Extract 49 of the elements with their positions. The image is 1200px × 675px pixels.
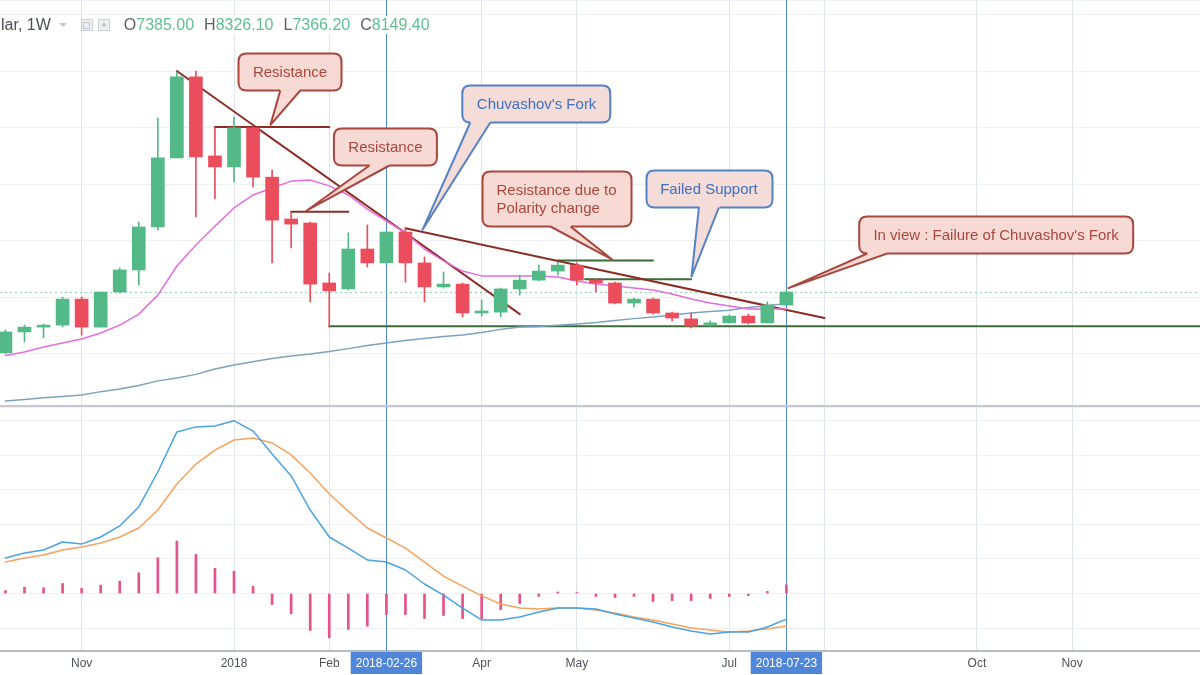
ref-line-label: 2018-02-26: [355, 655, 418, 670]
bar: [42, 587, 45, 594]
bar: [308, 593, 312, 631]
bar: [766, 591, 769, 594]
bar: [499, 593, 503, 610]
text: O7385.00: [123, 16, 195, 33]
bar: [785, 584, 788, 594]
bar: [99, 584, 103, 594]
bar: [137, 572, 141, 594]
x-tick-label: Feb: [318, 655, 340, 670]
bar: [23, 586, 26, 594]
bar: [442, 593, 445, 616]
ref-line-label: 2018-07-23: [755, 655, 818, 670]
x-tick-label: Nov: [1061, 655, 1083, 670]
bar: [537, 593, 541, 597]
x-tick-label: Nov: [70, 655, 93, 670]
bar: [327, 593, 331, 639]
bar: [461, 593, 464, 619]
bar: [423, 593, 426, 619]
text: L7366.20: [283, 16, 351, 33]
x-tick-label: Apr: [472, 655, 491, 670]
bar: [118, 580, 122, 594]
bar: [385, 593, 388, 615]
annotation: Resistance: [348, 137, 424, 156]
bar: [346, 593, 350, 630]
bar: [480, 593, 483, 619]
text: H8326.10: [204, 16, 274, 33]
bar: [80, 588, 83, 594]
bar: [518, 593, 522, 604]
text: C8149.40: [360, 16, 430, 33]
annotation: Resistance: [252, 63, 329, 81]
x-tick-label: Oct: [967, 655, 987, 670]
annotation: Failed Support: [660, 180, 759, 199]
bar: [61, 583, 64, 594]
bar: [156, 557, 160, 594]
x-tick-label: 2018: [220, 655, 248, 670]
bar: [727, 593, 731, 597]
bar: [404, 593, 407, 615]
x-tick-label: Jul: [721, 655, 737, 670]
annotation: Resistance due to Polarity change: [496, 180, 618, 217]
candlestick: [93, 291, 108, 328]
annotation: Chuvashov's Fork: [476, 94, 598, 113]
bar: [4, 590, 7, 594]
annotation: In view : Failure of Chuvashov's Fork: [873, 225, 1120, 244]
x-tick-label: May: [565, 655, 589, 670]
bar: [708, 593, 712, 599]
chart-title: lar, 1W: [1, 16, 51, 34]
bar: [366, 593, 369, 627]
bar: [746, 593, 750, 596]
